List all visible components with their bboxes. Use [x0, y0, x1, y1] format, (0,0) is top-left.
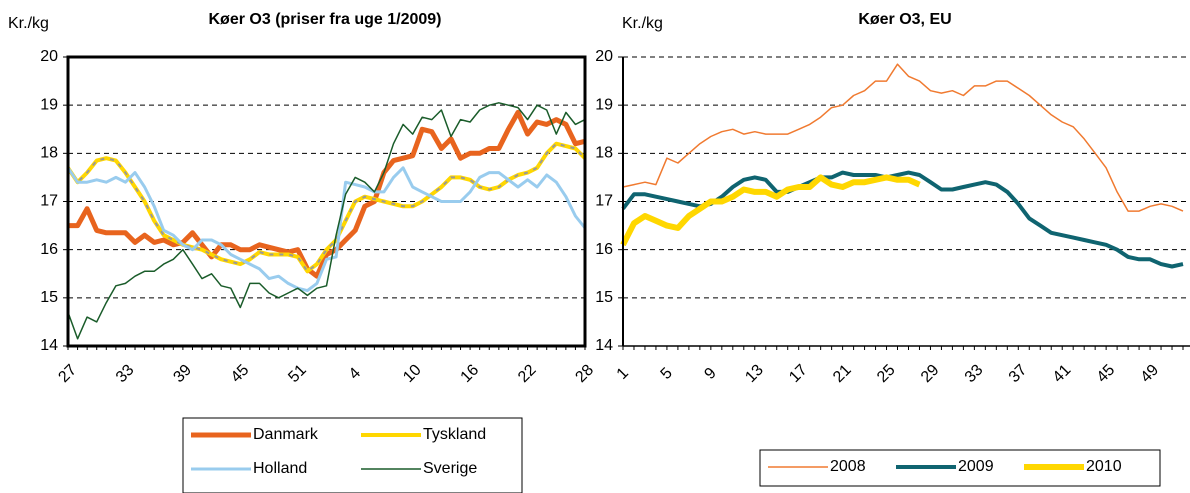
legend-label: 2008 — [830, 458, 866, 475]
x-tick-label: 33 — [962, 361, 987, 386]
legend-box — [759, 449, 1161, 487]
y-tick-label: 19 — [595, 96, 613, 113]
legend-label: 2010 — [1086, 458, 1122, 475]
chart-title: Køer O3, EU — [858, 11, 951, 28]
legend-label: Tyskland — [423, 426, 486, 443]
x-tick-label: 39 — [170, 361, 195, 386]
legend-label: 2009 — [958, 458, 994, 475]
x-tick-label: 1 — [614, 365, 632, 383]
x-tick-label: 9 — [701, 365, 719, 383]
x-tick-label: 4 — [346, 365, 364, 383]
y-tick-label: 14 — [595, 337, 613, 354]
x-tick-label: 45 — [228, 361, 253, 386]
x-tick-label: 51 — [285, 361, 310, 386]
legend-label: Sverige — [423, 460, 477, 477]
y-axis-label: Kr./kg — [622, 15, 663, 32]
x-tick-label: 17 — [786, 361, 811, 386]
series-line — [67, 102, 586, 340]
x-tick-label: 22 — [515, 361, 540, 386]
x-tick-label: 45 — [1094, 361, 1119, 386]
y-tick-label: 15 — [595, 289, 613, 306]
legend-box — [182, 417, 523, 493]
x-tick-label: 5 — [658, 365, 676, 383]
legend-label: Holland — [253, 460, 307, 477]
plot-frame — [66, 55, 587, 348]
y-tick-label: 20 — [40, 48, 58, 65]
x-tick-label: 41 — [1050, 361, 1075, 386]
y-tick-label: 18 — [40, 145, 58, 162]
x-tick-label: 10 — [400, 361, 425, 386]
y-tick-label: 18 — [595, 145, 613, 162]
y-tick-label: 16 — [595, 241, 613, 258]
series-line — [620, 174, 921, 247]
y-tick-label: 16 — [40, 241, 58, 258]
series-line-overlay — [67, 142, 586, 273]
y-tick-label: 14 — [40, 337, 58, 354]
x-tick-label: 37 — [1006, 361, 1031, 386]
x-tick-label: 16 — [458, 361, 483, 386]
series-line — [622, 63, 1184, 212]
x-tick-label: 25 — [874, 361, 899, 386]
y-tick-label: 15 — [40, 289, 58, 306]
x-tick-label: 21 — [830, 361, 855, 386]
y-axis-label: Kr./kg — [8, 15, 49, 32]
x-tick-label: 49 — [1138, 361, 1163, 386]
legend-label: Danmark — [253, 426, 319, 443]
x-tick-label: 33 — [113, 361, 138, 386]
x-tick-label: 13 — [742, 361, 767, 386]
y-tick-label: 19 — [40, 96, 58, 113]
series-line — [66, 166, 587, 293]
y-tick-label: 17 — [40, 193, 58, 210]
x-tick-label: 28 — [572, 361, 597, 386]
series-line — [68, 109, 586, 279]
series-line — [621, 170, 1184, 269]
chart-title: Køer O3 (priser fra uge 1/2009) — [209, 11, 442, 28]
x-tick-label: 27 — [55, 361, 80, 386]
x-tick-label: 29 — [918, 361, 943, 386]
y-tick-label: 20 — [595, 48, 613, 65]
y-tick-label: 17 — [595, 193, 613, 210]
series-line — [66, 141, 587, 274]
